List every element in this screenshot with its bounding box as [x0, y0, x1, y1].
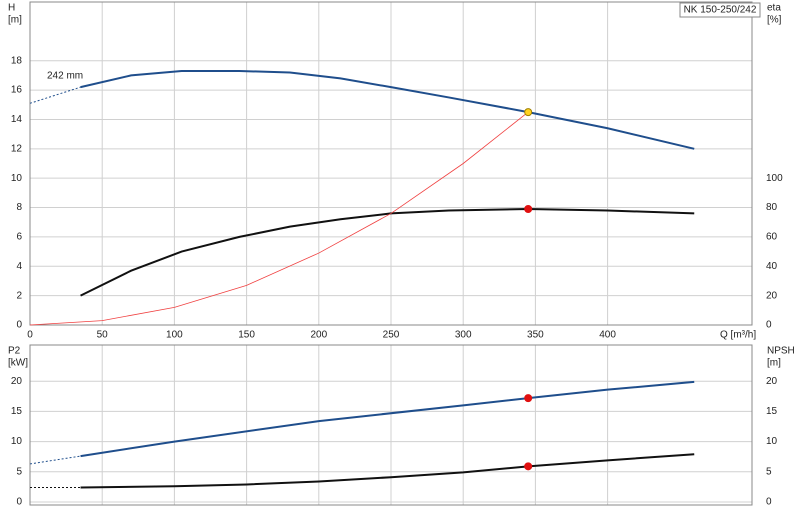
- plot-frame: [29, 1, 753, 326]
- y-tick-label: 14: [11, 114, 23, 125]
- y-axis-label: H: [8, 3, 15, 14]
- y-axis-unit: [kW]: [8, 358, 28, 369]
- operating-point: [524, 205, 533, 214]
- y-tick-label: 4: [16, 261, 22, 272]
- x-tick-label: 50: [97, 330, 109, 341]
- operating-point: [524, 108, 533, 117]
- x-tick-label: 250: [383, 330, 400, 341]
- x-tick-label: 150: [238, 330, 255, 341]
- x-tick-label: 400: [599, 330, 616, 341]
- y-tick-label: 6: [16, 232, 22, 243]
- curve: [80, 453, 695, 489]
- y2-tick-label: 20: [766, 376, 778, 387]
- y2-tick-label: 20: [766, 290, 778, 301]
- x-tick-label: 200: [310, 330, 327, 341]
- title-box: [679, 2, 761, 18]
- curve: [80, 208, 695, 297]
- y2-tick-label: 15: [766, 406, 778, 417]
- y2-tick-label: 40: [766, 261, 778, 272]
- y-tick-label: 8: [16, 202, 22, 213]
- y2-tick-label: 0: [766, 497, 772, 508]
- y2-tick-label: 5: [766, 466, 772, 477]
- curve: [80, 380, 695, 458]
- y2-tick-label: 60: [766, 232, 778, 243]
- y-tick-label: 10: [11, 173, 23, 184]
- x-axis-label: Q [m³/h]: [720, 330, 756, 341]
- x-tick-label: 100: [166, 330, 183, 341]
- curve: [29, 111, 529, 326]
- x-tick-label: 0: [27, 330, 33, 341]
- y-tick-label: 18: [11, 55, 23, 66]
- y2-tick-label: 100: [766, 173, 783, 184]
- y2-tick-label: 10: [766, 436, 778, 447]
- y2-axis-unit: [%]: [767, 15, 782, 26]
- y-tick-label: 0: [16, 320, 22, 331]
- y-tick-label: 0: [16, 497, 22, 508]
- y2-axis-label: eta: [767, 3, 781, 14]
- x-tick-label: 300: [455, 330, 472, 341]
- y-tick-label: 20: [11, 376, 23, 387]
- y-tick-label: 16: [11, 85, 23, 96]
- y-tick-label: 15: [11, 406, 23, 417]
- y2-tick-label: 0: [766, 320, 772, 331]
- y-axis-label: P2: [8, 346, 21, 357]
- y2-axis-label: NPSH: [767, 346, 795, 357]
- y-tick-label: 5: [16, 466, 22, 477]
- curve: [29, 455, 81, 465]
- y2-axis-unit: [m]: [767, 358, 781, 369]
- operating-point: [524, 394, 533, 403]
- y-axis-unit: [m]: [8, 15, 22, 26]
- x-tick-label: 350: [527, 330, 544, 341]
- y2-tick-label: 80: [766, 202, 778, 213]
- y-tick-label: 12: [11, 143, 23, 154]
- curve: [29, 86, 81, 104]
- curve: [80, 70, 695, 150]
- curve-annotation: 242 mm: [47, 71, 83, 82]
- operating-point: [524, 462, 533, 471]
- chart-title: NK 150-250/242: [684, 5, 757, 16]
- y-tick-label: 2: [16, 290, 22, 301]
- plot-frame: [29, 344, 753, 506]
- y-tick-label: 10: [11, 436, 23, 447]
